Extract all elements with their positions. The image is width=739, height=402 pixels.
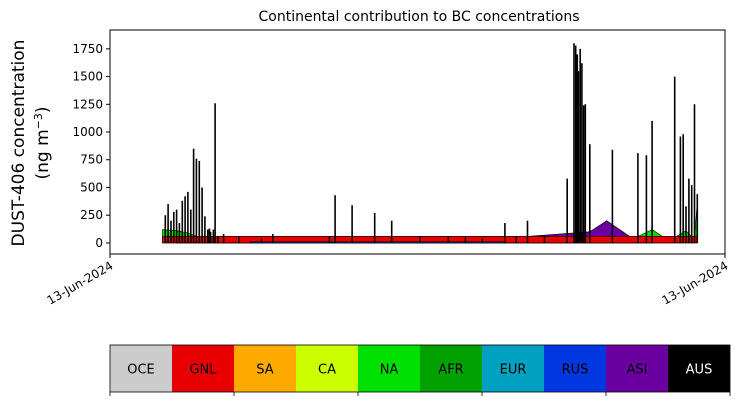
legend-swatch-oce <box>110 345 172 392</box>
legend-swatch-afr <box>420 345 482 392</box>
y-axis-label-close: ) <box>33 106 53 113</box>
legend-label-afr: AFR <box>438 363 463 378</box>
legend-swatch-rus <box>544 345 606 392</box>
area-series-gnl <box>162 236 698 244</box>
y-axis-label-exponent: −3 <box>32 113 45 129</box>
y-tick-label-1000: 1000 <box>72 125 103 139</box>
y-axis-label-line1: DUST-406 concentration <box>9 40 29 247</box>
legend-swatch-asi <box>606 345 668 392</box>
legend-label-asi: ASI <box>627 363 648 378</box>
legend-swatch-eur <box>482 345 544 392</box>
legend-label-aus: AUS <box>686 363 713 378</box>
y-tick-label-750: 750 <box>80 153 103 167</box>
x-tick-label-1: 13-Jun-2024 <box>660 258 731 307</box>
legend-label-eur: EUR <box>500 363 527 378</box>
legend-swatch-gnl <box>172 345 234 392</box>
y-tick-label-1500: 1500 <box>72 70 103 84</box>
chart-title: Continental contribution to BC concentra… <box>258 9 579 25</box>
y-tick-label-1250: 1250 <box>72 97 103 111</box>
y-axis-label-unit: (ng m <box>33 129 53 179</box>
legend-swatch-ca <box>296 345 358 392</box>
legend-label-na: NA <box>380 363 399 378</box>
legend-label-rus: RUS <box>562 363 589 378</box>
legend-swatch-sa <box>234 345 296 392</box>
area-series-rus <box>249 241 506 244</box>
legend-colorbar: OCE GNL SA CA NA AFR EUR RUS ASI AUS <box>109 344 731 396</box>
y-tick-label-250: 250 <box>80 208 103 222</box>
legend-label-sa: SA <box>256 363 273 378</box>
legend-swatch-na <box>358 345 420 392</box>
y-tick-label-1750: 1750 <box>72 42 103 56</box>
plot-area <box>109 29 726 255</box>
y-axis-label-line2: (ng m−3) <box>32 106 54 179</box>
legend-label-ca: CA <box>318 363 336 378</box>
x-axis: 13-Jun-2024 13-Jun-2024 <box>45 254 731 308</box>
y-tick-label-0: 0 <box>95 236 103 250</box>
x-tick-label-0: 13-Jun-2024 <box>45 258 116 307</box>
legend-frame <box>109 344 731 393</box>
plot-frame <box>109 29 726 255</box>
y-tick-label-500: 500 <box>80 180 103 194</box>
legend-swatch-aus <box>668 345 730 392</box>
legend-label-oce: OCE <box>127 363 155 378</box>
y-axis: 0 250 500 750 1000 1250 1500 1750 <box>72 42 110 250</box>
legend-label-gnl: GNL <box>189 363 217 378</box>
